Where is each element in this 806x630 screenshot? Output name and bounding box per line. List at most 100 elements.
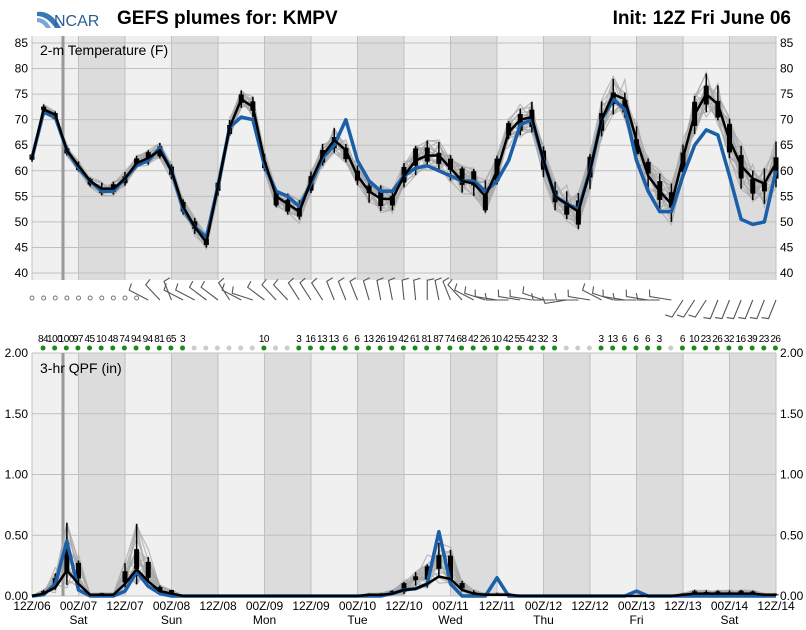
qpf-panel-title: 3-hr QPF (in) <box>40 360 122 376</box>
wind-barb <box>602 289 625 301</box>
y-tick-left: 80 <box>15 62 29 76</box>
box <box>471 171 477 186</box>
box <box>424 566 430 580</box>
precip-prob-dot <box>87 345 93 351</box>
box <box>750 591 756 594</box>
box <box>459 168 465 185</box>
y-tick-right: 70 <box>780 113 794 127</box>
y-tick-left: 60 <box>15 164 29 178</box>
precip-prob-label: 6 <box>343 334 349 345</box>
precip-prob-dot <box>400 345 406 351</box>
y-tick-left: 55 <box>15 189 29 203</box>
precip-prob-dot <box>40 345 46 351</box>
init-time: Init: 12Z Fri June 06 <box>612 8 791 29</box>
precip-prob-dot <box>203 345 209 351</box>
precip-prob-dot <box>273 345 279 351</box>
box <box>715 100 721 118</box>
precip-prob-dot <box>261 345 267 351</box>
box <box>750 178 756 194</box>
precip-prob-label: 10 <box>491 334 502 345</box>
y-tick-right: 55 <box>780 189 794 203</box>
box <box>413 576 419 581</box>
y-tick-right: 60 <box>780 164 794 178</box>
precip-prob-dot <box>645 345 651 351</box>
precip-prob-dot <box>470 345 476 351</box>
precip-prob-label: 6 <box>354 334 360 345</box>
time-band <box>171 36 218 280</box>
precip-prob-label: 13 <box>608 334 619 345</box>
box <box>645 161 651 174</box>
wind-barb <box>163 283 184 301</box>
precip-prob-label: 87 <box>433 334 444 345</box>
precip-prob-dot <box>435 345 441 351</box>
x-day-label: Mon <box>253 613 276 627</box>
box <box>122 571 128 583</box>
precip-prob-label: 16 <box>305 334 316 345</box>
x-tick-label: 12Z/09 <box>292 599 330 613</box>
wind-barb <box>188 280 207 301</box>
precip-prob-dot <box>52 345 58 351</box>
precip-prob-dot <box>319 345 325 351</box>
wind-barb <box>761 299 777 320</box>
box <box>273 192 279 206</box>
precip-prob-label: 42 <box>398 334 409 345</box>
precip-prob-label: 16 <box>735 334 746 345</box>
wind-barb <box>464 286 486 301</box>
x-tick-label: 00Z/13 <box>618 599 656 613</box>
precip-prob-dot <box>168 345 174 351</box>
calm-wind-circle <box>76 295 81 301</box>
precip-prob-label: 48 <box>108 334 119 345</box>
wind-barb <box>738 299 754 320</box>
x-day-label: Tue <box>347 613 368 627</box>
precip-prob-label: 3 <box>598 334 604 345</box>
x-tick-label: 12Z/11 <box>479 599 516 613</box>
wind-barb <box>221 283 242 301</box>
precip-prob-dot <box>610 345 616 351</box>
precip-prob-label: 42 <box>526 334 537 345</box>
y-tick-left: 75 <box>15 87 29 101</box>
precip-prob-dot <box>552 345 558 351</box>
precip-prob-dot <box>563 345 569 351</box>
precip-prob-label: 74 <box>445 334 456 345</box>
y-tick-left: 1.00 <box>5 468 29 482</box>
x-tick-label: 00Z/09 <box>246 599 284 613</box>
y-tick-right: 40 <box>780 266 794 280</box>
precip-prob-dot <box>63 345 69 351</box>
precip-prob-dot <box>691 345 697 351</box>
precip-prob-label: 23 <box>701 334 712 345</box>
wind-barb <box>401 277 409 301</box>
precip-prob-label: 42 <box>468 334 479 345</box>
wind-barb <box>676 299 696 318</box>
wind-barb <box>688 299 707 318</box>
precip-prob-dot <box>331 345 337 351</box>
precip-prob-dot <box>389 345 395 351</box>
wind-barb <box>442 277 452 301</box>
precip-prob-label: 42 <box>503 334 514 345</box>
box <box>145 152 151 161</box>
precip-prob-label: 13 <box>363 334 374 345</box>
precip-prob-label: 26 <box>712 334 723 345</box>
box <box>389 195 395 206</box>
box <box>436 555 442 569</box>
wind-barb <box>376 277 384 301</box>
precip-prob-dot <box>656 345 662 351</box>
precip-prob-label: 94 <box>131 334 142 345</box>
time-band <box>264 36 311 280</box>
x-day-label: Sat <box>720 613 739 627</box>
precip-prob-dot <box>156 345 162 351</box>
x-tick-label: 00Z/08 <box>153 599 191 613</box>
precip-prob-label: 3 <box>296 334 302 345</box>
precip-prob-dot <box>238 345 244 351</box>
precip-prob-label: 100 <box>47 334 63 345</box>
precip-prob-dot <box>214 345 220 351</box>
precip-prob-label: 13 <box>317 334 328 345</box>
precip-prob-label: 3 <box>657 334 663 345</box>
box <box>436 152 442 164</box>
y-tick-right: 65 <box>780 138 794 152</box>
wind-barb <box>128 283 149 301</box>
wind-barb <box>509 289 532 301</box>
x-tick-label: 12Z/08 <box>199 599 237 613</box>
precip-prob-label: 74 <box>119 334 130 345</box>
